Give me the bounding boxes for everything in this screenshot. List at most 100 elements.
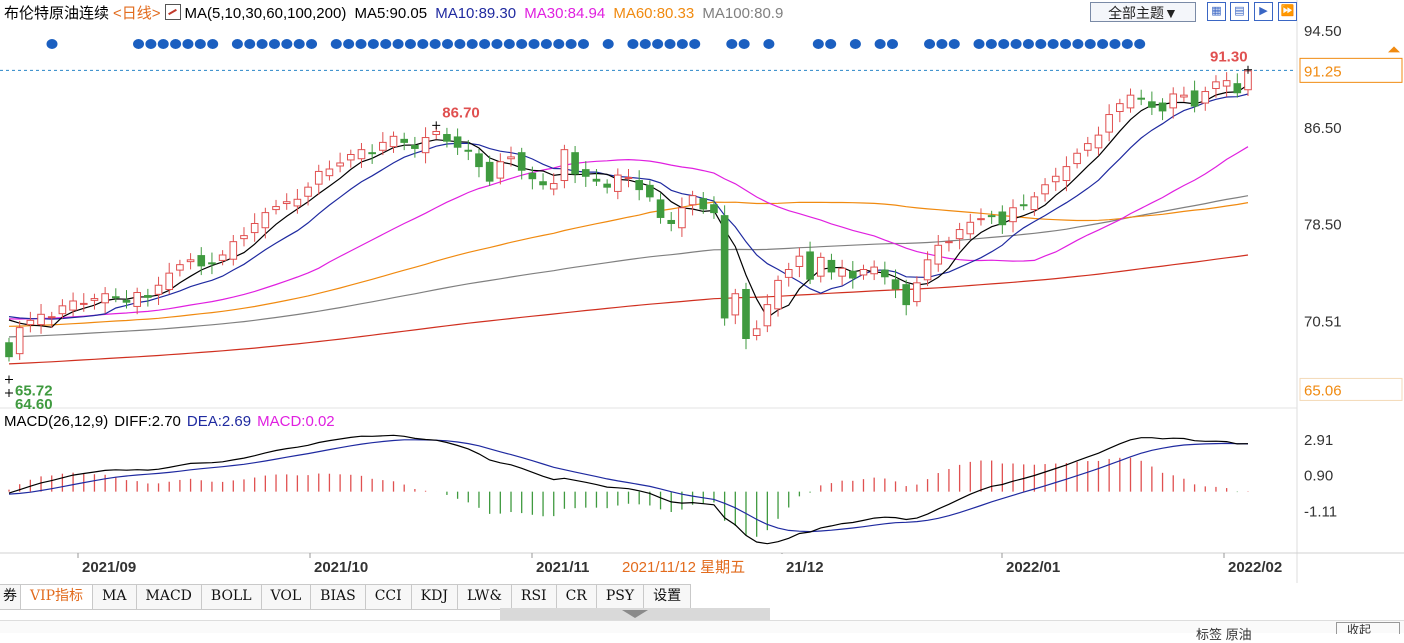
fast-forward-icon[interactable]: ⏩ — [1278, 2, 1297, 21]
tab-kdj[interactable]: KDJ — [412, 585, 458, 609]
bars-icon[interactable]: ▤ — [1230, 2, 1249, 21]
candle-body — [710, 204, 718, 214]
candle-body — [432, 130, 441, 136]
candle-body — [133, 292, 141, 307]
signal-dot — [207, 39, 219, 49]
signal-dot — [528, 39, 540, 49]
tab-lw[interactable]: LW& — [458, 585, 512, 609]
tab-vol[interactable]: VOL — [262, 585, 312, 609]
theme-select-button[interactable]: 全部主题▼ — [1090, 2, 1196, 22]
candle — [710, 196, 718, 219]
candle — [763, 294, 772, 333]
candle-body — [891, 279, 900, 290]
signal-dot — [664, 39, 676, 49]
macd-diff-value: DIFF:2.70 — [114, 413, 181, 430]
candle-body — [795, 255, 804, 267]
candle — [15, 320, 24, 360]
candle-body — [314, 170, 323, 185]
candle-body — [197, 255, 206, 267]
ma-settings-icon[interactable] — [164, 4, 181, 20]
tab-bias[interactable]: BIAS — [311, 585, 366, 609]
candle — [913, 276, 921, 307]
candle-body — [838, 267, 846, 277]
candle — [250, 213, 259, 242]
candle-body — [827, 259, 836, 273]
tab-cr[interactable]: CR — [557, 585, 597, 609]
ma-label: MA(5,10,30,60,100,200) — [184, 5, 347, 22]
candle-body — [848, 270, 857, 279]
candle-body — [667, 219, 676, 225]
candle — [346, 149, 355, 168]
candle — [987, 210, 996, 224]
candle — [635, 170, 643, 201]
candle-body — [998, 211, 1007, 226]
signal-dot — [491, 39, 503, 49]
candle — [357, 142, 366, 168]
candle-body — [806, 251, 814, 280]
cursor-date-bg — [618, 554, 786, 580]
candle — [1212, 75, 1220, 98]
date-axis-label: 2021/11 — [536, 559, 589, 576]
candle-body — [90, 298, 99, 301]
candle-body — [229, 241, 238, 260]
signal-dot — [948, 39, 960, 49]
extreme-marker — [5, 375, 13, 384]
candle — [314, 164, 323, 195]
candle — [133, 287, 141, 315]
candle — [1148, 91, 1156, 116]
candle — [304, 182, 312, 206]
candle — [646, 180, 654, 202]
candle-body — [485, 161, 494, 182]
signal-dot — [1022, 39, 1034, 49]
candle-body — [79, 302, 88, 305]
tab-ma[interactable]: MA — [93, 585, 137, 609]
candle-body — [560, 149, 569, 182]
candle — [774, 275, 782, 317]
tab-psy[interactable]: PSY — [597, 585, 645, 609]
candle — [1222, 72, 1231, 97]
tab-0[interactable]: 券 — [0, 585, 21, 609]
candle — [336, 152, 344, 173]
candle — [678, 197, 686, 237]
candle-body — [154, 284, 163, 295]
tab-boll[interactable]: BOLL — [202, 585, 262, 609]
play-icon[interactable]: ▶ — [1254, 2, 1273, 21]
price-tick-label: 78.50 — [1304, 217, 1342, 234]
candle — [1201, 86, 1210, 111]
candle — [614, 168, 622, 200]
candle-body — [1051, 175, 1060, 183]
period-selector[interactable]: <日线> — [113, 5, 161, 22]
candle-body — [1169, 93, 1178, 109]
signal-dot — [1084, 39, 1096, 49]
candle-body — [742, 288, 750, 340]
tab-macd[interactable]: MACD — [137, 585, 202, 609]
ma5-line — [8, 84, 1249, 328]
signal-dot — [1010, 39, 1022, 49]
tab-rsi[interactable]: RSI — [512, 585, 557, 609]
grid-icon[interactable]: ▦ — [1207, 2, 1226, 21]
signal-dot — [170, 39, 182, 49]
bottom-select[interactable]: 收起 — [1336, 622, 1400, 634]
candle — [517, 147, 526, 180]
date-axis-label: 2021/10 — [314, 559, 368, 576]
candle-body — [816, 256, 825, 277]
high-annotation: 91.30 — [1210, 49, 1248, 66]
candle — [464, 139, 473, 161]
extreme-marker — [5, 389, 13, 397]
candle — [261, 207, 270, 239]
macd-header: MACD(26,12,9) DIFF:2.70 DEA:2.69 MACD:0.02 — [4, 413, 341, 430]
candle-body — [581, 169, 590, 177]
candle — [1041, 178, 1049, 202]
collapse-arrow-icon[interactable] — [622, 610, 648, 618]
tab-vip[interactable]: VIP指标 — [21, 585, 94, 609]
signal-dot — [429, 39, 441, 49]
candle-body — [1105, 114, 1113, 133]
tab-settings[interactable]: 设置 — [644, 585, 692, 609]
candle — [69, 292, 77, 317]
tab-cci[interactable]: CCI — [366, 585, 412, 609]
candle-body — [1233, 83, 1242, 94]
candle — [838, 259, 846, 286]
candle-body — [539, 181, 547, 186]
candle — [806, 241, 814, 285]
